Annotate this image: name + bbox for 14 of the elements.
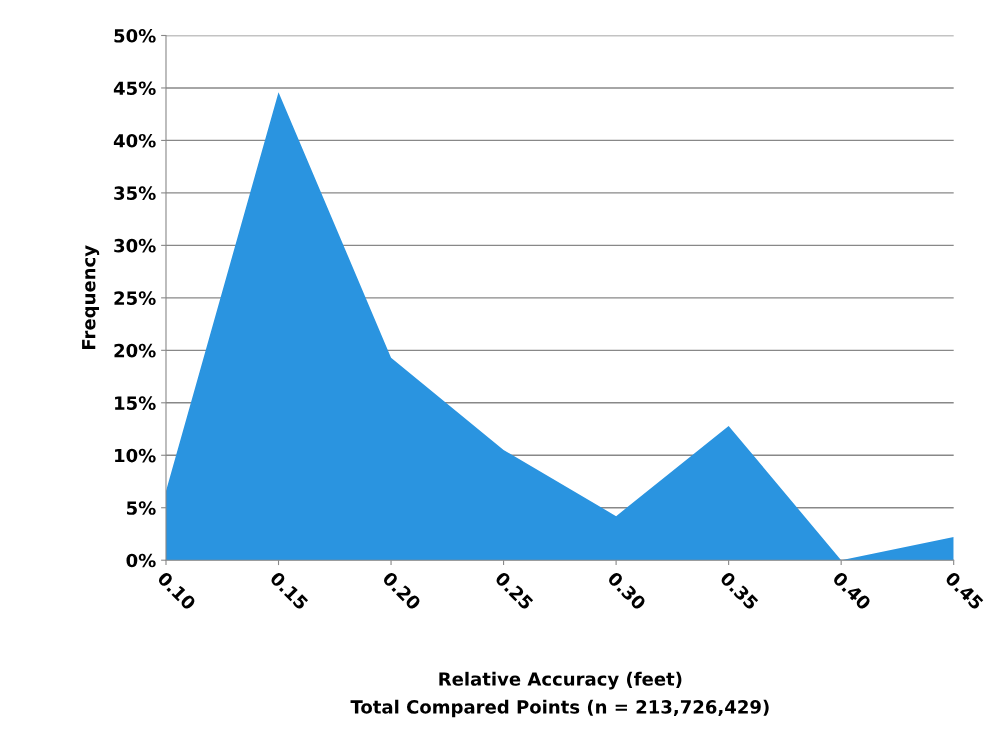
x-axis-title: Relative Accuracy (feet) xyxy=(439,671,682,690)
y-axis-title: Frequency xyxy=(82,245,100,350)
y-tick-label: 25% xyxy=(114,291,156,305)
y-tick-label: 50% xyxy=(114,28,156,43)
y-tick-label: 30% xyxy=(114,238,156,253)
y-tick-label: 15% xyxy=(115,396,156,410)
text: Total Compared Points (n = 213,726,429) xyxy=(350,699,769,718)
y-tick-label: 45% xyxy=(113,81,156,96)
y-tick-label: 35% xyxy=(114,186,156,201)
y-tick-label: 0% xyxy=(126,553,156,568)
y-tick-label: 20% xyxy=(114,343,156,358)
y-tick-label: 10% xyxy=(115,448,156,463)
y-tick-label: 40% xyxy=(113,133,156,148)
y-tick-label: 5% xyxy=(127,501,156,515)
